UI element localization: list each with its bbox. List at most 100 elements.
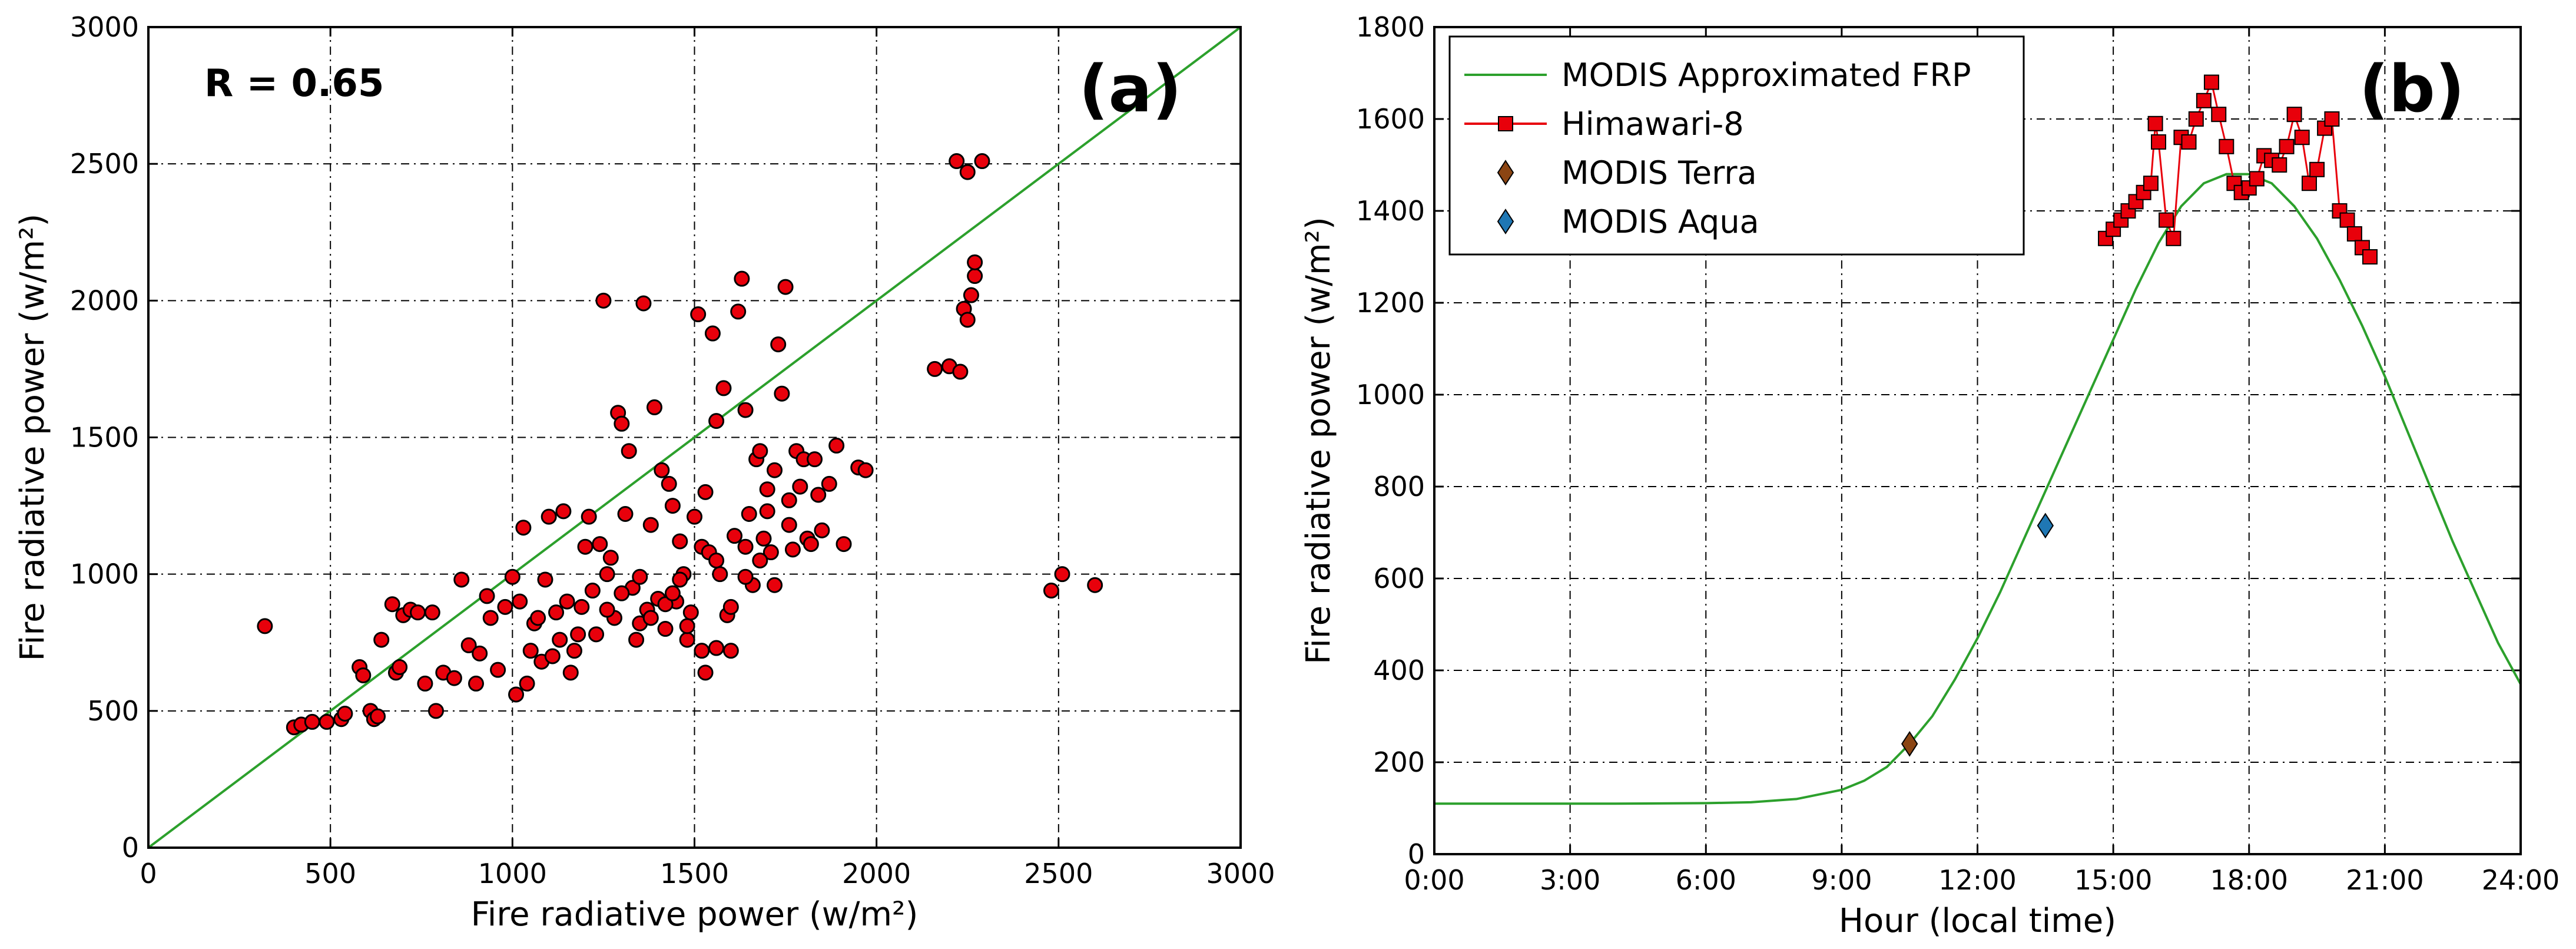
scatter-point bbox=[752, 552, 768, 568]
scatter-point bbox=[734, 270, 750, 287]
scatter-point bbox=[504, 568, 520, 585]
scatter-point bbox=[1043, 583, 1059, 599]
x-axis-label: Fire radiative power (w/m²) bbox=[471, 895, 919, 934]
scatter-point bbox=[355, 667, 372, 683]
scatter-point bbox=[737, 568, 754, 585]
y-axis-label: Fire radiative power (w/m²) bbox=[14, 214, 52, 662]
panel-label: (b) bbox=[2359, 51, 2465, 127]
scatter-point bbox=[682, 604, 699, 621]
x-tick-label: 24:00 bbox=[2482, 864, 2560, 896]
scatter-point bbox=[821, 475, 837, 492]
scatter-point bbox=[777, 279, 794, 295]
scatter-point bbox=[373, 631, 390, 648]
scatter-point bbox=[679, 631, 695, 648]
x-tick-label: 1500 bbox=[660, 858, 729, 890]
scatter-point bbox=[694, 643, 710, 659]
scatter-point bbox=[642, 517, 659, 533]
scatter-point bbox=[427, 703, 444, 719]
y-tick-label: 1400 bbox=[1356, 195, 1425, 227]
scatter-point bbox=[446, 670, 462, 686]
scatter-point bbox=[741, 506, 757, 523]
scatter-point bbox=[424, 604, 440, 621]
y-tick-label: 0 bbox=[122, 832, 139, 864]
himawari-point bbox=[2196, 92, 2212, 108]
scatter-point bbox=[959, 164, 976, 180]
scatter-point bbox=[762, 544, 779, 561]
scatter-point bbox=[570, 626, 586, 643]
scatter-point bbox=[490, 662, 506, 678]
legend-label: MODIS Terra bbox=[1561, 154, 1757, 191]
himawari-point bbox=[2159, 212, 2174, 228]
scatter-point bbox=[927, 361, 943, 377]
scatter-point bbox=[642, 610, 659, 626]
scatter-point bbox=[967, 254, 983, 270]
himawari-point bbox=[2203, 74, 2219, 90]
x-tick-label: 500 bbox=[304, 858, 356, 890]
scatter-point bbox=[737, 402, 754, 418]
scatter-point bbox=[770, 336, 787, 353]
scatter-point bbox=[967, 268, 983, 285]
himawari-point bbox=[2147, 115, 2163, 131]
himawari-point bbox=[2339, 212, 2355, 228]
legend-swatch bbox=[1497, 160, 1514, 186]
scatter-point bbox=[737, 538, 754, 555]
y-tick-label: 1800 bbox=[1356, 11, 1425, 43]
scatter-point bbox=[755, 530, 772, 547]
scatter-point bbox=[566, 643, 582, 659]
scatter-point bbox=[588, 626, 605, 643]
scatter-point bbox=[581, 508, 597, 525]
scatter-point bbox=[621, 443, 637, 459]
scatter-point bbox=[555, 503, 572, 520]
scatter-point bbox=[708, 640, 725, 656]
scatter-point bbox=[672, 571, 688, 588]
scatter-point bbox=[257, 618, 273, 634]
scatter-point bbox=[759, 503, 775, 520]
scatter-point bbox=[599, 601, 615, 618]
panel-label: (a) bbox=[1079, 51, 1182, 127]
himawari-point bbox=[2309, 161, 2325, 177]
himawari-point bbox=[2166, 230, 2182, 246]
modis-point bbox=[2037, 512, 2054, 539]
scatter-point bbox=[548, 604, 565, 621]
scatter-point bbox=[592, 536, 608, 553]
himawari-point bbox=[2286, 107, 2302, 123]
scatter-point bbox=[541, 508, 557, 525]
himawari-point bbox=[2249, 171, 2265, 187]
himawari-point bbox=[2362, 249, 2378, 264]
scatter-point bbox=[752, 443, 768, 459]
scatter-point bbox=[767, 462, 783, 478]
modis-point bbox=[1901, 730, 1918, 757]
scatter-point bbox=[319, 713, 335, 730]
scatter-point bbox=[635, 295, 652, 312]
scatter-point bbox=[708, 552, 725, 568]
himawari-point bbox=[2346, 226, 2362, 242]
y-tick-label: 3000 bbox=[70, 11, 139, 43]
scatter-point bbox=[628, 631, 645, 648]
x-tick-label: 2500 bbox=[1024, 858, 1093, 890]
reference-line bbox=[147, 26, 1242, 849]
scatter-point bbox=[712, 566, 728, 583]
scatter-point bbox=[515, 520, 532, 536]
scatter-point bbox=[781, 492, 797, 508]
scatter-point bbox=[632, 568, 648, 585]
y-tick-label: 200 bbox=[1373, 746, 1425, 778]
scatter-point bbox=[672, 533, 688, 550]
himawari-point bbox=[2188, 111, 2204, 127]
himawari-point bbox=[2143, 176, 2159, 191]
scatter-point bbox=[715, 380, 732, 396]
scatter-point bbox=[304, 713, 320, 730]
legend-swatch bbox=[1498, 116, 1513, 131]
scatter-point bbox=[497, 599, 513, 615]
scatter-point bbox=[646, 399, 662, 415]
scatter-point bbox=[410, 604, 426, 621]
scatter-point bbox=[468, 675, 484, 692]
scatter-point bbox=[482, 610, 499, 626]
x-axis-label: Hour (local time) bbox=[1839, 902, 2116, 940]
scatter-point bbox=[959, 312, 976, 328]
scatter-point bbox=[664, 585, 681, 601]
scatter-point bbox=[1054, 566, 1070, 583]
scatter-point bbox=[1087, 577, 1103, 593]
scatter-point bbox=[697, 484, 714, 500]
legend-label: Himawari-8 bbox=[1561, 105, 1744, 143]
